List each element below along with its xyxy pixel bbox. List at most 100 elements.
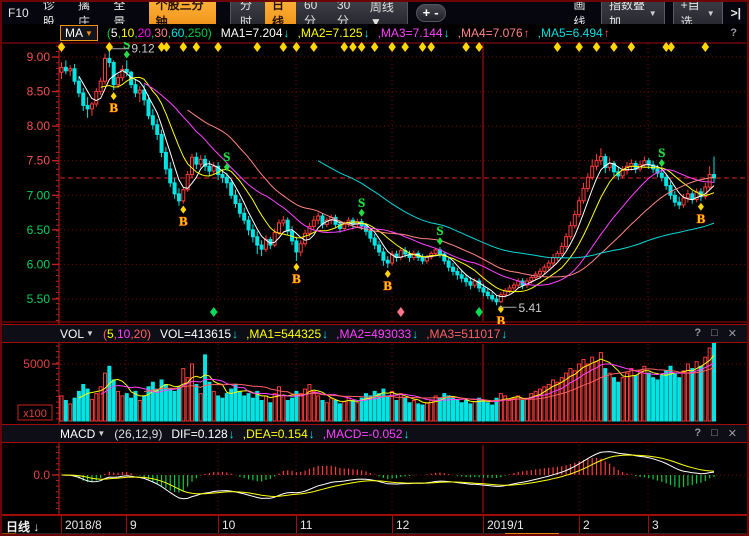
date-label: 9 <box>130 518 137 532</box>
maximize-icon[interactable]: □ <box>711 327 718 339</box>
indicator-value: ,MA3=7.144 ↓ <box>377 26 450 40</box>
svg-text:B: B <box>697 211 706 226</box>
date-label: 3 <box>652 518 659 532</box>
vol-dropdown-button[interactable]: VOL ▼ <box>60 327 94 341</box>
help-icon[interactable]: ? <box>694 427 702 439</box>
param-value: 30 <box>154 26 168 40</box>
date-separator <box>483 516 484 534</box>
period-label: 日线 <box>6 520 31 534</box>
scrollbar-left-segment[interactable] <box>2 533 16 534</box>
date-label: 2019/1 <box>487 518 524 532</box>
chevron-down-icon: ▼ <box>706 8 715 18</box>
horizontal-scrollbar[interactable] <box>2 533 747 534</box>
buy-sell-markers: S S S S S B B B B B B <box>109 36 706 328</box>
zoom-in-button[interactable]: + <box>422 5 431 20</box>
macd-pane-header: MACD ▼ (26,12,9) DIF=0.128 ↓ ,DEA=0.154 ↓ ,M… <box>2 424 747 443</box>
top-toolbar: F10 诊股 擒庄 全景 个股三分钟 分时 日线 60分 30分 周线 ▼ + - 画线… <box>2 2 747 33</box>
maximize-icon[interactable]: □ <box>711 427 718 439</box>
candles <box>59 48 716 306</box>
svg-text:B: B <box>179 214 188 229</box>
macd-values: DIF=0.128 ↓ ,DEA=0.154 ↓ ,MACD=-0.052 ↓ <box>171 427 409 441</box>
svg-text:B: B <box>383 278 392 293</box>
menu-item-f10[interactable]: F10 <box>8 6 29 20</box>
arrow-down-icon: ↓ <box>443 26 450 40</box>
chevron-down-icon: ▼ <box>86 329 94 338</box>
param-value: 10 <box>116 326 131 341</box>
indicator-value: ,MA2=7.125 ↓ <box>297 26 370 40</box>
arrow-up-icon: ↑ <box>603 26 610 40</box>
svg-text:9.12: 9.12 <box>131 42 155 56</box>
param-value: 10 <box>120 26 135 40</box>
arrow-down-icon: ↓ <box>228 426 235 441</box>
zoom-out-button[interactable]: - <box>434 5 439 20</box>
chevron-down-icon: ▼ <box>97 429 106 438</box>
ma-params: (5,10,20,30,60,250) <box>106 26 212 40</box>
chevron-down-icon: ▼ <box>85 28 93 38</box>
svg-text:B: B <box>109 100 118 115</box>
date-separator <box>218 516 219 534</box>
svg-text:9.00: 9.00 <box>27 50 51 64</box>
collapse-panel-icon[interactable]: >| <box>730 6 741 20</box>
svg-text:B: B <box>292 271 301 286</box>
svg-text:5.50: 5.50 <box>27 292 51 306</box>
close-icon[interactable]: ✕ <box>727 428 737 440</box>
arrow-down-icon: ↓ <box>363 26 370 40</box>
volume-bars <box>59 342 716 422</box>
indicator-value: ,MA4=7.076 ↑ <box>457 26 530 40</box>
param-value: 250 <box>187 26 208 40</box>
vol-pane-header: VOL ▼ (5,10,20) VOL=413615 ↓ ,MA1=544325 ↓,… <box>2 324 747 343</box>
date-separator <box>296 516 297 534</box>
param-value: 20 <box>137 26 152 40</box>
svg-text:5000: 5000 <box>23 357 50 371</box>
svg-text:5.41: 5.41 <box>519 301 543 315</box>
vol-values: VOL=413615 ↓ ,MA1=544325 ↓ ,MA2=493033 ↓ ,MA3=… <box>160 327 507 341</box>
arrow-down-icon: ↓ <box>501 326 508 341</box>
indicator-value: ,MA1=544325 ↓ <box>246 326 329 341</box>
indicator-value: VOL=413615 ↓ <box>160 326 239 341</box>
svg-text:S: S <box>658 145 665 160</box>
date-label: 12 <box>396 518 410 532</box>
period-indicator[interactable]: 日线 ↓ <box>6 518 40 534</box>
date-label: 2018/8 <box>65 518 102 532</box>
zoom-button-group: + - <box>415 4 446 22</box>
param-value: 5 <box>110 26 118 40</box>
arrow-down-icon: ↓ <box>232 326 239 341</box>
close-icon[interactable]: ✕ <box>727 328 737 340</box>
macd-histogram <box>65 457 715 493</box>
tab-周线[interactable]: 周线 ▼ <box>369 0 394 29</box>
param-value: 12 <box>134 426 149 441</box>
param-value: 60 <box>171 26 185 40</box>
arrow-down-icon: ↓ <box>403 426 410 441</box>
vol-dropdown-label: VOL <box>60 326 85 341</box>
arrow-down-icon: ↓ <box>33 520 40 534</box>
indicator-value: ,MACD=-0.052 ↓ <box>322 426 410 441</box>
date-axis: 日线 ↓ 2018/8 9 10 11 12 2019/1 2 3 <box>2 515 747 534</box>
date-label: 11 <box>300 518 313 532</box>
arrow-down-icon: ↓ <box>322 326 329 341</box>
macd-dropdown-button[interactable]: MACD ▼ <box>60 427 105 441</box>
scrollbar-thumb[interactable] <box>505 533 559 534</box>
ma-dropdown-label: MA <box>65 26 83 40</box>
svg-text:8.50: 8.50 <box>27 85 51 99</box>
ma-indicator-bar: MA ▼ (5,10,20,30,60,250) MA1=7.204 ↓ ,MA2=… <box>2 24 747 42</box>
date-separator <box>61 516 62 534</box>
param-value: 26 <box>118 426 132 441</box>
svg-text:x100: x100 <box>23 408 47 420</box>
chevron-down-icon: ▼ <box>648 8 657 18</box>
macd-dropdown-label: MACD <box>60 426 96 441</box>
svg-text:0.0: 0.0 <box>33 468 50 482</box>
ma-dropdown-button[interactable]: MA ▼ <box>60 25 98 41</box>
svg-text:6.50: 6.50 <box>27 223 51 237</box>
event-diamond-markers <box>57 42 710 317</box>
svg-text:7.50: 7.50 <box>27 154 51 168</box>
param-value: 9 <box>151 426 159 441</box>
arrow-down-icon: ↓ <box>283 26 290 40</box>
ma-lines <box>78 70 715 298</box>
date-label: 10 <box>222 518 236 532</box>
macd-params: (26,12,9) <box>114 426 163 441</box>
help-icon[interactable]: ? <box>694 327 702 339</box>
help-icon[interactable]: ? <box>730 27 737 39</box>
vol-params: (5,10,20) <box>102 326 152 341</box>
indicator-value: ,MA3=511017 ↓ <box>426 326 508 341</box>
